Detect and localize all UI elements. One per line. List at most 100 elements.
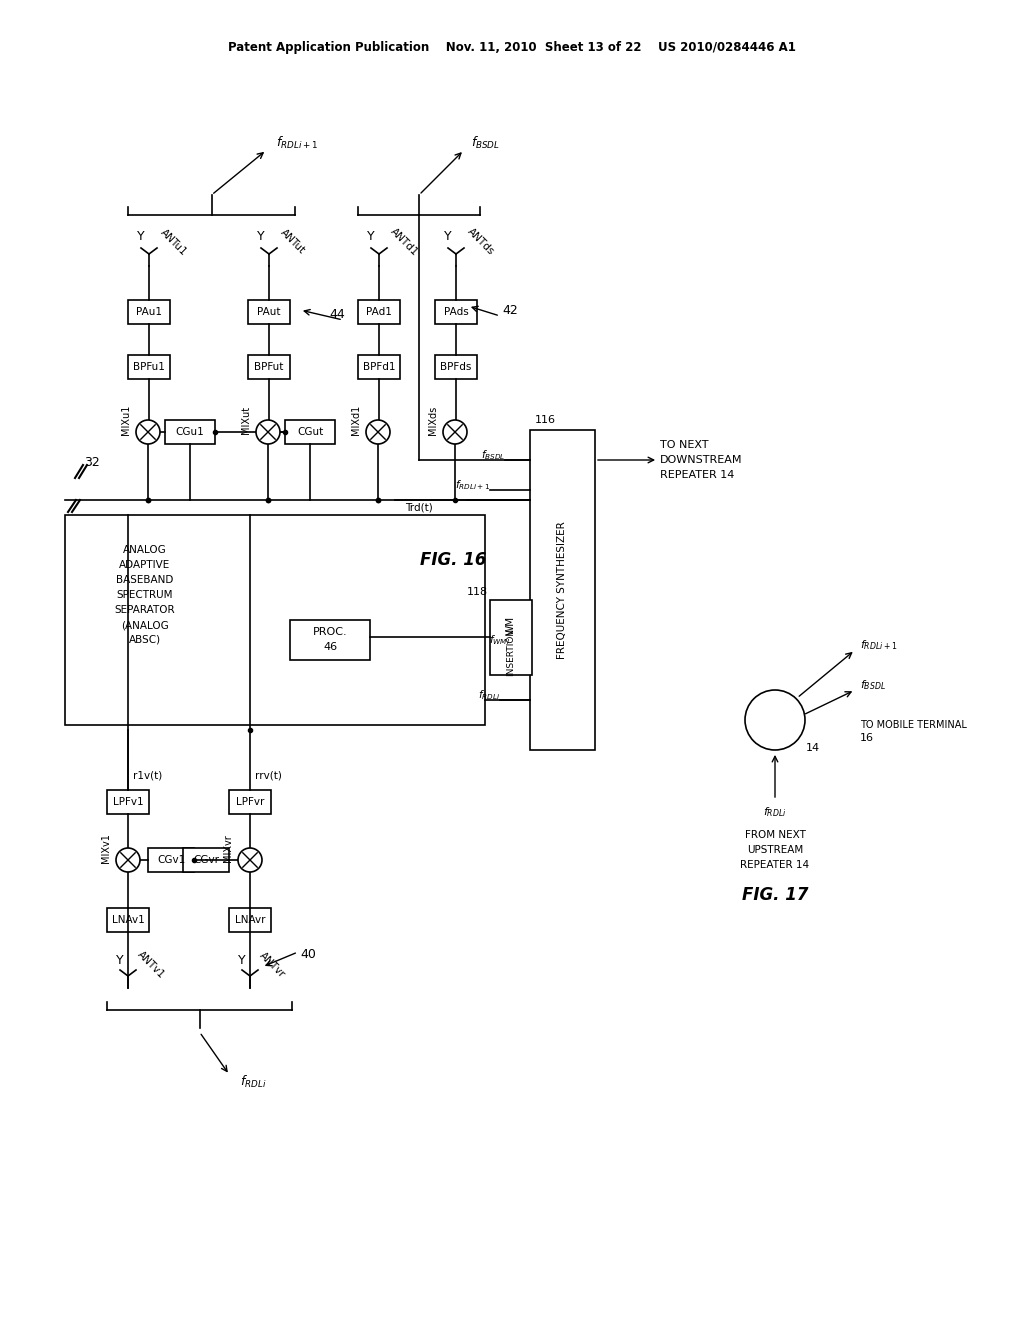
Text: 118: 118 [467, 587, 488, 597]
Text: PAd1: PAd1 [366, 308, 392, 317]
Bar [490, 601, 532, 675]
Text: ANALOG: ANALOG [123, 545, 167, 554]
Bar [248, 300, 290, 323]
Bar [65, 515, 485, 725]
Text: PROC.: PROC. [312, 627, 347, 638]
Text: rrv(t): rrv(t) [255, 770, 282, 780]
Text: ANTds: ANTds [466, 227, 497, 257]
Text: FREQUENCY SYNTHESIZER: FREQUENCY SYNTHESIZER [557, 521, 567, 659]
Text: MIXds: MIXds [428, 405, 438, 434]
Bar [248, 355, 290, 379]
Bar [229, 789, 271, 814]
Text: $f_{RDLi+1}$: $f_{RDLi+1}$ [860, 638, 898, 652]
Text: ABSC): ABSC) [129, 635, 161, 645]
Bar [290, 620, 370, 660]
Text: MIXd1: MIXd1 [351, 405, 361, 436]
Text: MIXvr: MIXvr [223, 834, 233, 862]
Circle shape [136, 420, 160, 444]
Text: ANTd1: ANTd1 [389, 226, 421, 257]
Bar [435, 355, 477, 379]
Text: 16: 16 [860, 733, 874, 743]
Text: $f_{BSDL}$: $f_{BSDL}$ [471, 135, 500, 150]
Text: Y: Y [117, 953, 124, 966]
Text: Y: Y [239, 953, 246, 966]
Circle shape [238, 847, 262, 873]
Circle shape [745, 690, 805, 750]
Text: TO NEXT: TO NEXT [660, 440, 709, 450]
Bar [358, 355, 400, 379]
Text: UPSTREAM: UPSTREAM [746, 845, 803, 855]
Bar [183, 847, 229, 873]
Text: Trd(t): Trd(t) [406, 503, 433, 513]
Text: $f_{RDLi}$: $f_{RDLi}$ [477, 688, 500, 702]
Text: CGv1: CGv1 [157, 855, 185, 865]
Text: BPFu1: BPFu1 [133, 362, 165, 372]
Text: ANTut: ANTut [279, 228, 307, 256]
Circle shape [116, 847, 140, 873]
Text: Y: Y [137, 231, 145, 243]
Text: $f_{RDLi+1}$: $f_{RDLi+1}$ [455, 478, 490, 492]
Text: Y: Y [368, 231, 375, 243]
Text: $f_{RDLi}$: $f_{RDLi}$ [763, 805, 786, 818]
Bar [358, 300, 400, 323]
Text: 46: 46 [323, 642, 337, 652]
Bar [106, 908, 150, 932]
Text: FIG. 17: FIG. 17 [741, 886, 808, 904]
Text: ANTu1: ANTu1 [159, 227, 189, 257]
Text: LNAv1: LNAv1 [112, 915, 144, 925]
Bar [530, 430, 595, 750]
Text: $f_{RDLi}$: $f_{RDLi}$ [240, 1074, 266, 1090]
Text: PAds: PAds [443, 308, 468, 317]
Text: LNAvr: LNAvr [234, 915, 265, 925]
Bar [128, 300, 170, 323]
Circle shape [256, 420, 280, 444]
Text: 44: 44 [330, 309, 345, 322]
Text: $f_{RDLi+1}$: $f_{RDLi+1}$ [276, 135, 318, 150]
Text: MIXut: MIXut [241, 407, 251, 434]
Text: CGut: CGut [297, 426, 324, 437]
Bar [165, 420, 215, 444]
Text: BPFut: BPFut [254, 362, 284, 372]
Text: SEPARATOR: SEPARATOR [115, 605, 175, 615]
Text: WM: WM [506, 615, 516, 635]
Text: TO MOBILE TERMINAL: TO MOBILE TERMINAL [860, 719, 967, 730]
Bar [128, 355, 170, 379]
Text: LPFvr: LPFvr [236, 797, 264, 807]
Text: ADAPTIVE: ADAPTIVE [120, 560, 171, 570]
Text: ANTv1: ANTv1 [136, 949, 167, 981]
Text: 40: 40 [300, 949, 315, 961]
Text: $f_{BSDL}$: $f_{BSDL}$ [480, 447, 505, 462]
Text: Y: Y [257, 231, 265, 243]
Text: 14: 14 [806, 743, 820, 752]
Text: FIG. 16: FIG. 16 [420, 550, 486, 569]
Text: 32: 32 [84, 455, 100, 469]
Text: $f_{BSDL}$: $f_{BSDL}$ [860, 678, 886, 692]
Text: PAu1: PAu1 [136, 308, 162, 317]
Text: REPEATER 14: REPEATER 14 [660, 470, 734, 480]
Text: ANTvr: ANTvr [258, 950, 288, 979]
Text: CGvr: CGvr [193, 855, 219, 865]
Text: CGu1: CGu1 [176, 426, 205, 437]
Text: LPFv1: LPFv1 [113, 797, 143, 807]
Text: (ANALOG: (ANALOG [121, 620, 169, 630]
Text: BPFd1: BPFd1 [362, 362, 395, 372]
Text: Patent Application Publication    Nov. 11, 2010  Sheet 13 of 22    US 2010/02844: Patent Application Publication Nov. 11, … [228, 41, 796, 54]
Text: BASEBAND: BASEBAND [117, 576, 174, 585]
Text: $f_{WMI}$: $f_{WMI}$ [489, 634, 510, 647]
Text: BPFds: BPFds [440, 362, 472, 372]
Circle shape [443, 420, 467, 444]
Text: 116: 116 [535, 414, 556, 425]
Text: INSERTION: INSERTION [507, 628, 515, 676]
Text: r1v(t): r1v(t) [133, 770, 162, 780]
Bar [285, 420, 335, 444]
Bar [148, 847, 194, 873]
Bar [106, 789, 150, 814]
Text: DOWNSTREAM: DOWNSTREAM [660, 455, 742, 465]
Bar [435, 300, 477, 323]
Text: REPEATER 14: REPEATER 14 [740, 861, 810, 870]
Text: PAut: PAut [257, 308, 281, 317]
Text: FROM NEXT: FROM NEXT [744, 830, 806, 840]
Bar [229, 908, 271, 932]
Text: MIXu1: MIXu1 [121, 405, 131, 436]
Text: 42: 42 [502, 304, 518, 317]
